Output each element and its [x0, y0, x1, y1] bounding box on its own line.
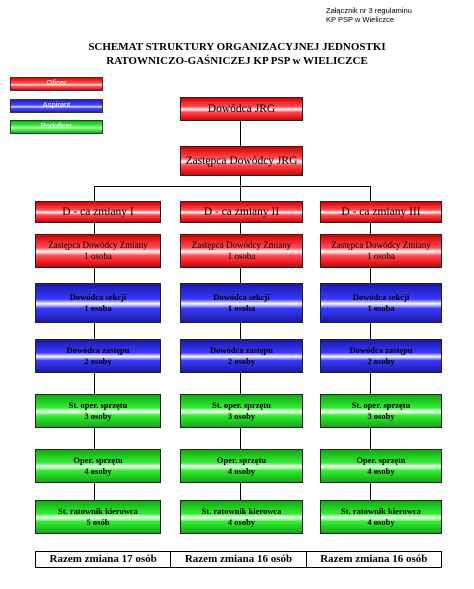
legend-aspirant: Aspirant	[10, 99, 103, 113]
shift-1-role-box: Dowódca sekcji 1 osoba	[35, 283, 161, 323]
appendix-line-1: Załącznik nr 3 regulaminu	[326, 6, 412, 15]
shift-3-role-box: St. ratownik kierowca 4 osoby	[320, 500, 442, 534]
role-headcount: 1 osoba	[84, 251, 112, 261]
role-title: St. ratownik kierowca	[201, 506, 282, 516]
commander-label: Dowódca JRG	[207, 102, 276, 115]
role-title: Zastępca Dowódcy Zmiany	[331, 240, 431, 250]
shift-1-commander-box: D - ca zmiany I	[35, 201, 161, 223]
total-shift-3: Razem zmiana 16 osób	[320, 553, 428, 565]
role-headcount: 1 osoba	[227, 303, 256, 313]
shift-3-commander-box: D - ca zmiany III	[320, 201, 442, 223]
connector-commander-deputy	[240, 121, 241, 146]
role-title: St. ratownik kierowca	[58, 506, 138, 516]
shift-2-role-box: St. oper. sprzętu 3 osoby	[180, 394, 303, 428]
role-title: Oper. sprzętu	[216, 455, 267, 465]
shift-3-role-box: Zastępca Dowódcy Zmiany 1 osoba	[320, 234, 442, 268]
connector-deputy-bus	[240, 176, 241, 186]
legend-officer: Oficer	[10, 77, 103, 91]
shift-2-role-box: Dowódca zastępu 2 osoby	[180, 339, 303, 373]
role-headcount: 1 osoba	[84, 303, 112, 313]
role-headcount: 5 osób	[86, 517, 110, 527]
shift-2-role-box: Dowódca sekcji 1 osoba	[180, 283, 303, 323]
role-headcount: 2 osoby	[367, 356, 395, 366]
connector-shift-bus	[94, 186, 370, 187]
shift-3-role-box: Dowódca zastępu 2 osoby	[320, 339, 442, 373]
role-headcount: 4 osoby	[367, 466, 395, 476]
shift-3-role-box: Dowódca sekcji 1 osoba	[320, 283, 442, 323]
role-title: Oper. sprzętu	[356, 455, 406, 465]
role-title: Dowódca zastępu	[349, 345, 413, 355]
shift-commander-label: D - ca zmiany I	[62, 205, 134, 218]
role-title: Dowódca zastępu	[209, 345, 274, 355]
appendix-note: Załącznik nr 3 regulaminu KP PSP w Wieli…	[326, 6, 412, 24]
role-headcount: 1 osoba	[367, 303, 395, 313]
totals-row: Razem zmiana 17 osób Razem zmiana 16 osó…	[35, 551, 442, 568]
shift-1-role-box: Dowódca zastępu 2 osoby	[35, 339, 161, 373]
connector-shift-2	[240, 186, 241, 201]
role-title: Dowódca sekcji	[352, 292, 410, 302]
shift-1-role-box: Oper. sprzętu 4 osoby	[35, 449, 161, 483]
role-headcount: 3 osoby	[367, 411, 395, 421]
role-headcount: 4 osoby	[227, 517, 256, 527]
deputy-commander-box: Zastępca Dowódcy JRG	[180, 146, 303, 176]
shift-2-role-box: St. ratownik kierowca 4 osoby	[180, 500, 303, 534]
shift-commander-label: D - ca zmiany III	[341, 205, 421, 218]
role-headcount: 2 osoby	[84, 356, 112, 366]
role-headcount: 4 osoby	[227, 466, 256, 476]
total-shift-1: Razem zmiana 17 osób	[36, 552, 172, 567]
role-title: St. oper. sprzętu	[68, 400, 128, 410]
legend-podoficer: Podoficer	[10, 120, 103, 134]
role-title: Oper. sprzętu	[73, 455, 123, 465]
role-headcount: 2 osoby	[227, 356, 256, 366]
role-headcount: 3 osoby	[227, 411, 256, 421]
shift-2-commander-box: D - ca zmiany II	[180, 201, 303, 223]
page-title-line-1: SCHEMAT STRUKTURY ORGANIZACYJNEJ JEDNOST…	[88, 41, 386, 53]
shift-1-role-box: Zastępca Dowódcy Zmiany 1 osoba	[35, 234, 161, 268]
shift-3-role-box: St. oper. sprzętu 3 osoby	[320, 394, 442, 428]
role-headcount: 1 osoba	[227, 251, 256, 261]
commander-box: Dowódca JRG	[180, 97, 303, 121]
role-title: St. oper. sprzętu	[351, 400, 411, 410]
role-title: Dowódca sekcji	[69, 292, 127, 302]
role-title: Dowódca sekcji	[213, 292, 270, 302]
total-shift-2: Razem zmiana 16 osób	[171, 552, 307, 567]
connector-shift-3	[370, 186, 371, 201]
shift-commander-label: D - ca zmiany II	[203, 205, 280, 218]
role-title: Zastępca Dowódcy Zmiany	[48, 240, 148, 250]
connector-shift-1	[94, 186, 95, 201]
role-headcount: 1 osoba	[367, 251, 395, 261]
shift-3-role-box: Oper. sprzętu 4 osoby	[320, 449, 442, 483]
page-title-line-2: RATOWNICZO-GAŚNICZEJ KP PSP w WIELICZCE	[106, 55, 368, 67]
role-title: St. ratownik kierowca	[341, 506, 421, 516]
role-title: Dowódca zastępu	[66, 345, 130, 355]
appendix-line-2: KP PSP w Wieliczce	[326, 15, 395, 24]
role-headcount: 3 osoby	[84, 411, 112, 421]
shift-2-role-box: Oper. sprzętu 4 osoby	[180, 449, 303, 483]
role-title: St. oper. sprzętu	[212, 400, 271, 410]
shift-2-role-box: Zastępca Dowódcy Zmiany 1 osoba	[180, 234, 303, 268]
shift-1-role-box: St. oper. sprzętu 3 osoby	[35, 394, 161, 428]
role-title: Zastępca Dowódcy Zmiany	[191, 240, 292, 250]
deputy-commander-label: Zastępca Dowódcy JRG	[185, 154, 298, 167]
role-headcount: 4 osoby	[367, 517, 395, 527]
role-headcount: 4 osoby	[84, 466, 112, 476]
shift-1-role-box: St. ratownik kierowca 5 osób	[35, 500, 161, 534]
